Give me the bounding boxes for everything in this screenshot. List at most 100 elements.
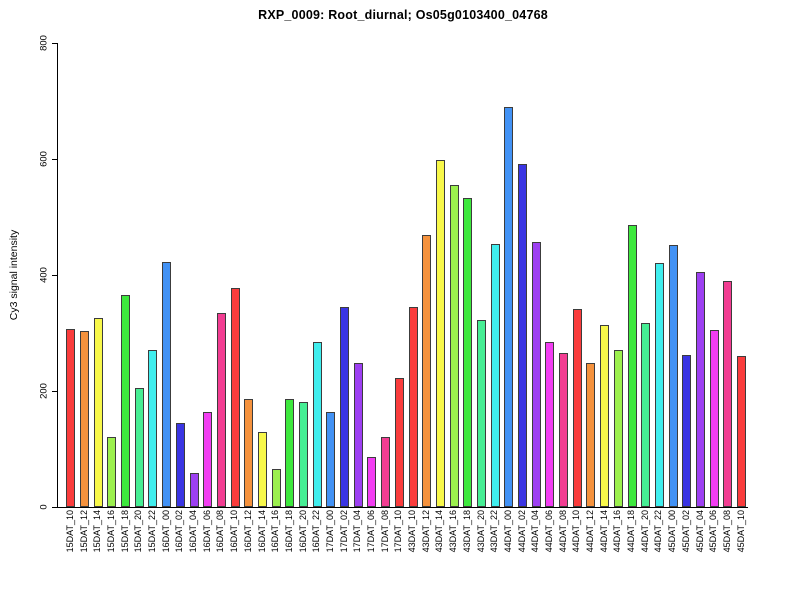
- x-axis-line: [57, 507, 748, 508]
- x-tick-label: 43DAT_10: [407, 510, 418, 553]
- x-label-slot: 16DAT_20: [297, 510, 311, 552]
- bar: [93, 317, 103, 507]
- bar-slot: [694, 43, 708, 507]
- bar: [162, 262, 172, 507]
- bar: [408, 306, 418, 507]
- x-label-slot: 15DAT_18: [119, 510, 133, 552]
- x-tick-label: 16DAT_12: [242, 510, 253, 553]
- x-tick-label: 44DAT_20: [639, 510, 650, 553]
- bar: [381, 436, 391, 507]
- x-label-slot: 44DAT_06: [543, 510, 557, 552]
- x-tick-label: 17DAT_06: [366, 510, 377, 553]
- bar: [545, 342, 555, 507]
- bar: [723, 281, 733, 507]
- x-tick-label: 45DAT_02: [680, 510, 691, 553]
- bar: [340, 307, 350, 507]
- y-tick-label: 200: [38, 383, 50, 399]
- chart-title: RXP_0009: Root_diurnal; Os05g0103400_047…: [258, 8, 548, 22]
- bar: [627, 225, 637, 507]
- x-label-slot: 44DAT_10: [570, 510, 584, 552]
- bar-slot: [653, 43, 667, 507]
- x-label-slot: 16DAT_18: [283, 510, 297, 552]
- bar: [490, 244, 500, 507]
- bar-slot: [187, 43, 201, 507]
- x-label-slot: 45DAT_10: [735, 510, 749, 552]
- bar: [463, 198, 473, 507]
- x-tick-label: 16DAT_16: [270, 510, 281, 553]
- bar-slot: [584, 43, 598, 507]
- x-label-slot: 16DAT_12: [242, 510, 256, 552]
- x-tick-label: 16DAT_00: [160, 510, 171, 553]
- bar: [668, 245, 678, 507]
- bar-slot: [488, 43, 502, 507]
- y-axis-title: Cy3 signal intensity: [8, 229, 20, 321]
- x-tick-label: 43DAT_16: [448, 510, 459, 553]
- x-label-slot: 44DAT_00: [502, 510, 516, 552]
- x-tick-label: 16DAT_22: [311, 510, 322, 553]
- x-tick-label: 15DAT_22: [147, 510, 158, 553]
- bar-slot: [639, 43, 653, 507]
- bar: [257, 431, 267, 507]
- x-label-slot: 43DAT_10: [406, 510, 420, 552]
- bar-slot: [612, 43, 626, 507]
- x-tick-label: 44DAT_06: [543, 510, 554, 553]
- bar-slot: [283, 43, 297, 507]
- x-label-slot: 16DAT_16: [269, 510, 283, 552]
- y-axis-line: [57, 43, 58, 507]
- bar-slot: [543, 43, 557, 507]
- bar: [476, 320, 486, 507]
- x-tick-label: 16DAT_02: [174, 510, 185, 553]
- bar-slot: [64, 43, 78, 507]
- bar: [271, 468, 281, 507]
- bar-slot: [721, 43, 735, 507]
- x-label-slot: 16DAT_22: [310, 510, 324, 552]
- x-label-slot: 15DAT_12: [78, 510, 92, 552]
- bar-slot: [707, 43, 721, 507]
- bar: [586, 362, 596, 507]
- x-tick-label: 43DAT_12: [420, 510, 431, 553]
- x-label-slot: 16DAT_06: [201, 510, 215, 552]
- bar-slot: [379, 43, 393, 507]
- bar-slot: [434, 43, 448, 507]
- x-tick-label: 15DAT_10: [64, 510, 75, 553]
- bar-slot: [201, 43, 215, 507]
- bar-slot: [529, 43, 543, 507]
- bar: [504, 106, 514, 507]
- bar-slot: [132, 43, 146, 507]
- x-tick-label: 44DAT_18: [626, 510, 637, 553]
- bar: [189, 473, 199, 507]
- bar: [216, 313, 226, 507]
- plot-area: [58, 43, 748, 507]
- x-tick-label: 15DAT_18: [119, 510, 130, 553]
- x-label-slot: 16DAT_02: [174, 510, 188, 552]
- x-tick-label: 17DAT_10: [393, 510, 404, 553]
- x-label-slot: 17DAT_04: [351, 510, 365, 552]
- bar-slot: [146, 43, 160, 507]
- y-tick-label: 400: [38, 267, 50, 283]
- x-label-slot: 45DAT_06: [707, 510, 721, 552]
- x-label-slot: 43DAT_22: [488, 510, 502, 552]
- x-label-slot: 15DAT_14: [91, 510, 105, 552]
- bar-slot: [242, 43, 256, 507]
- x-tick-label: 44DAT_08: [557, 510, 568, 553]
- bar: [134, 387, 144, 507]
- bar: [531, 241, 541, 507]
- bar: [203, 412, 213, 507]
- bar-slot: [516, 43, 530, 507]
- y-tick-label: 600: [38, 151, 50, 167]
- bar-slot: [91, 43, 105, 507]
- bar: [682, 355, 692, 507]
- bar-slot: [420, 43, 434, 507]
- x-label-slot: 44DAT_02: [516, 510, 530, 552]
- bar-slot: [228, 43, 242, 507]
- x-label-slot: 44DAT_04: [529, 510, 543, 552]
- x-label-slot: 15DAT_10: [64, 510, 78, 552]
- x-label-slot: 45DAT_08: [721, 510, 735, 552]
- bar-slot: [119, 43, 133, 507]
- bar: [709, 329, 719, 507]
- x-label-slot: 44DAT_20: [639, 510, 653, 552]
- bar-slot: [666, 43, 680, 507]
- bar: [600, 324, 610, 507]
- y-tick-label: 800: [38, 35, 50, 51]
- bar: [449, 185, 459, 507]
